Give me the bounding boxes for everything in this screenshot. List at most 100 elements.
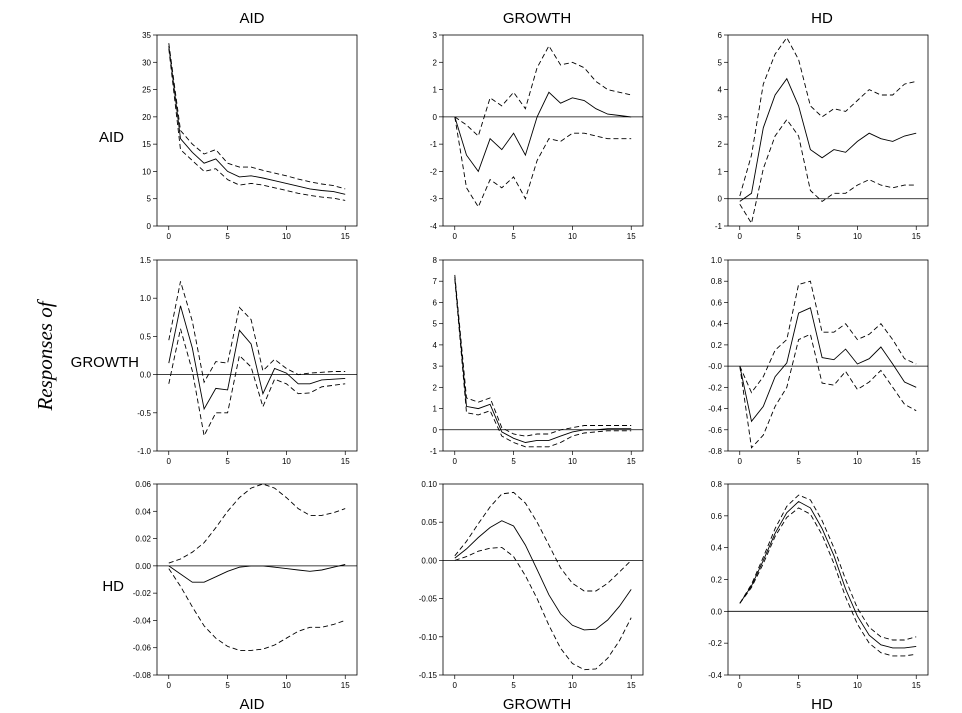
panel-r2c3: -0.8 -0.6 -0.4 -0.2 -0.0 0.2 0.4 0.6 0.8 1.0 0 5 10 1… xyxy=(708,256,929,466)
panel-r2c1-ytick-label-4: 1.0 xyxy=(140,294,152,303)
panel-r1c2-ytick-label-0: -4 xyxy=(430,222,438,231)
panel-r2c2-ytick-label-7: 6 xyxy=(433,298,438,307)
panel-r3c3-xtick-label-1: 5 xyxy=(796,681,801,690)
panel-r1c1-ytick-label-6: 30 xyxy=(142,58,151,67)
panel-r3c1-frame xyxy=(156,483,358,676)
row-label-growth: GROWTH xyxy=(71,354,139,371)
panel-r3c2-ytick-label-1: -0.10 xyxy=(419,633,438,642)
panel-r1c3-ytick-label-7: 6 xyxy=(718,31,723,40)
panel-r1c1-xtick-label-3: 15 xyxy=(341,232,350,241)
panel-r1c2-ytick-label-1: -3 xyxy=(430,195,438,204)
panel-r3c3-ytick-label-3: 0.2 xyxy=(711,576,723,585)
panel-r2c2: -1 0 1 2 3 4 5 6 7 8 0 5 10 15 xyxy=(430,256,644,466)
panel-r3c2-response-line xyxy=(454,520,632,631)
panel-r1c3-xtick-label-2: 10 xyxy=(853,232,862,241)
panel-r3c3-upper-band-line xyxy=(739,494,917,641)
panel-r2c3-ytick-label-1: -0.6 xyxy=(708,426,722,435)
panel-r2c2-ytick-label-0: -1 xyxy=(430,447,438,456)
panel-r1c1-ytick-label-1: 5 xyxy=(147,195,152,204)
panel-r2c3-ytick-label-9: 1.0 xyxy=(711,256,723,265)
panel-r2c2-ytick-label-1: 0 xyxy=(433,426,438,435)
panel-r3c3-xtick-label-3: 15 xyxy=(912,681,921,690)
panel-r2c3-lower-band-line xyxy=(739,333,917,449)
panel-r3c3-ytick-label-6: 0.8 xyxy=(711,480,723,489)
panel-r1c3-response-line xyxy=(739,77,917,202)
panel-r1c3-ytick-label-1: 0 xyxy=(718,195,723,204)
panel-r1c3: -1 0 1 2 3 4 5 6 0 5 10 15 xyxy=(715,31,929,241)
panel-r3c1-ytick-label-2: -0.04 xyxy=(133,616,152,625)
column-title-bottom-2: GROWTH xyxy=(503,696,571,713)
panel-r2c3-xtick-label-0: 0 xyxy=(738,457,743,466)
panel-r2c3-ytick-label-2: -0.4 xyxy=(708,405,722,414)
panel-r3c2-ytick-label-3: 0.00 xyxy=(421,556,437,565)
panel-r1c1-xtick-label-2: 10 xyxy=(282,232,291,241)
panel-r3c1-xtick-label-0: 0 xyxy=(167,681,172,690)
panel-r2c2-ytick-label-9: 8 xyxy=(433,256,438,265)
panel-r1c1-ytick-label-3: 15 xyxy=(142,140,151,149)
panel-r2c2-xtick-label-2: 10 xyxy=(568,457,577,466)
panel-r3c3-xtick-label-0: 0 xyxy=(738,681,743,690)
panel-r2c3-ytick-label-3: -0.2 xyxy=(708,383,722,392)
panel-r1c1-ytick-label-4: 20 xyxy=(142,113,151,122)
panel-r1c2-ytick-label-3: -1 xyxy=(430,140,438,149)
panel-r2c1-ytick-label-0: -1.0 xyxy=(137,447,151,456)
panel-r2c2-lower-band-line xyxy=(454,279,632,448)
panel-r2c1-ytick-label-5: 1.5 xyxy=(140,256,152,265)
panel-r2c2-ytick-label-6: 5 xyxy=(433,320,438,329)
column-title-bottom-3: HD xyxy=(811,696,833,713)
panel-r2c1-xtick-label-3: 15 xyxy=(341,457,350,466)
panel-r1c2-frame xyxy=(442,34,644,227)
panel-r2c1-ytick-label-2: 0.0 xyxy=(140,371,152,380)
panel-r1c2-lower-band-line xyxy=(454,116,632,208)
panel-r3c2-upper-band-line xyxy=(454,491,632,592)
panel-r1c3-frame xyxy=(727,34,929,227)
panel-r3c2-frame xyxy=(442,483,644,676)
column-title-bottom-1: AID xyxy=(239,696,264,713)
panel-r1c1-frame xyxy=(156,34,358,227)
panel-r2c3-ytick-label-7: 0.6 xyxy=(711,298,723,307)
panel-r2c3-xtick-label-2: 10 xyxy=(853,457,862,466)
panel-r2c2-ytick-label-5: 4 xyxy=(433,341,438,350)
panel-r3c3-frame xyxy=(727,483,929,676)
column-title-top-1: AID xyxy=(239,10,264,27)
panel-r1c2-xtick-label-1: 5 xyxy=(511,232,516,241)
panel-r1c2: -4 -3 -2 -1 0 1 2 3 0 5 10 15 xyxy=(430,31,644,241)
panel-r3c2-ytick-label-5: 0.10 xyxy=(421,480,437,489)
panel-r1c3-ytick-label-6: 5 xyxy=(718,58,723,67)
panel-r1c1-xtick-label-1: 5 xyxy=(225,232,230,241)
panel-r2c1-frame xyxy=(156,259,358,452)
panel-r3c3: -0.4 -0.2 0.0 0.2 0.4 0.6 0.8 0 5 10 15 xyxy=(708,480,929,690)
panel-r1c2-ytick-label-6: 2 xyxy=(433,58,438,67)
panel-r1c1-upper-band-line xyxy=(168,43,346,190)
panel-r3c3-response-line xyxy=(739,500,917,649)
panel-r3c1-ytick-label-6: 0.04 xyxy=(135,507,151,516)
panel-r1c3-ytick-label-3: 2 xyxy=(718,140,723,149)
panel-r3c1: -0.08 -0.06 -0.04 -0.02 0.00 0.02 0.04 0.06 0 5 10… xyxy=(133,480,358,690)
panel-r1c3-ytick-label-0: -1 xyxy=(715,222,723,231)
panel-r3c2-xtick-label-1: 5 xyxy=(511,681,516,690)
panel-r2c1-xtick-label-0: 0 xyxy=(167,457,172,466)
panel-r2c1-response-line xyxy=(168,305,346,411)
panel-r1c3-xtick-label-0: 0 xyxy=(738,232,743,241)
panel-r2c3-frame xyxy=(727,259,929,452)
panel-r2c3-ytick-label-5: 0.2 xyxy=(711,341,723,350)
panel-r2c3-ytick-label-8: 0.8 xyxy=(711,277,723,286)
panel-r2c2-frame xyxy=(442,259,644,452)
panel-r1c3-ytick-label-5: 4 xyxy=(718,86,723,95)
panel-r2c3-ytick-label-4: -0.0 xyxy=(708,362,722,371)
panel-r2c2-xtick-label-3: 15 xyxy=(627,457,636,466)
panel-r3c1-ytick-label-7: 0.06 xyxy=(135,480,151,489)
panel-r3c3-ytick-label-1: -0.2 xyxy=(708,639,722,648)
column-title-top-3: HD xyxy=(811,10,833,27)
panel-r3c1-xtick-label-3: 15 xyxy=(341,681,350,690)
panel-r1c1-lower-band-line xyxy=(168,48,346,201)
panel-r2c2-ytick-label-2: 1 xyxy=(433,405,438,414)
panel-r3c2-ytick-label-2: -0.05 xyxy=(419,595,438,604)
panel-r1c1: 0 5 10 15 20 25 30 35 0 5 10 15 xyxy=(142,31,358,241)
panel-r2c3-ytick-label-6: 0.4 xyxy=(711,320,723,329)
panel-r3c2-ytick-label-0: -0.15 xyxy=(419,671,438,680)
panel-r1c1-ytick-label-2: 10 xyxy=(142,167,151,176)
panel-r3c1-ytick-label-0: -0.08 xyxy=(133,671,152,680)
